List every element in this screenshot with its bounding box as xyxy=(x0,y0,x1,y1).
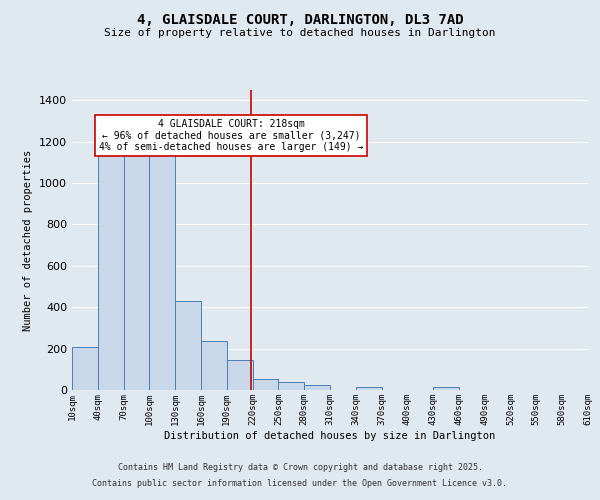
Bar xyxy=(175,301,201,390)
Text: Contains HM Land Registry data © Crown copyright and database right 2025.: Contains HM Land Registry data © Crown c… xyxy=(118,464,482,472)
Y-axis label: Number of detached properties: Number of detached properties xyxy=(23,150,34,330)
Bar xyxy=(201,342,227,390)
Bar xyxy=(356,387,382,390)
Bar xyxy=(227,360,253,390)
Bar xyxy=(149,154,175,390)
Bar xyxy=(98,154,124,390)
Bar xyxy=(278,382,304,390)
X-axis label: Distribution of detached houses by size in Darlington: Distribution of detached houses by size … xyxy=(164,430,496,440)
Bar xyxy=(124,152,149,390)
Bar xyxy=(72,346,98,390)
Text: 4 GLAISDALE COURT: 218sqm
← 96% of detached houses are smaller (3,247)
4% of sem: 4 GLAISDALE COURT: 218sqm ← 96% of detac… xyxy=(99,119,363,152)
Text: Size of property relative to detached houses in Darlington: Size of property relative to detached ho… xyxy=(104,28,496,38)
Text: Contains public sector information licensed under the Open Government Licence v3: Contains public sector information licen… xyxy=(92,478,508,488)
Text: 4, GLAISDALE COURT, DARLINGTON, DL3 7AD: 4, GLAISDALE COURT, DARLINGTON, DL3 7AD xyxy=(137,12,463,26)
Bar xyxy=(253,378,278,390)
Bar xyxy=(304,386,330,390)
Bar xyxy=(433,387,459,390)
